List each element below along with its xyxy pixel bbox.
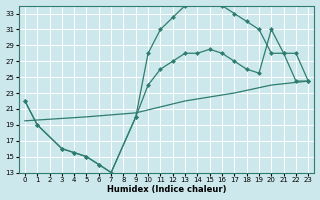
- X-axis label: Humidex (Indice chaleur): Humidex (Indice chaleur): [107, 185, 226, 194]
